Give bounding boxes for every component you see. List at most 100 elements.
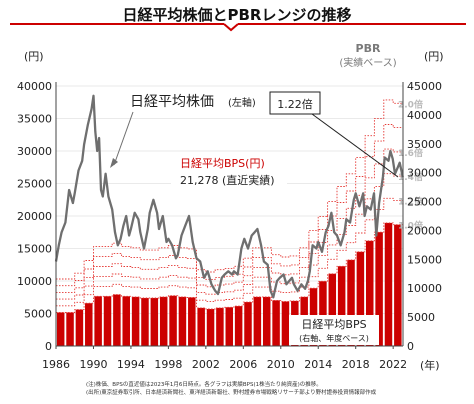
bps-bar [216, 307, 224, 346]
bps-bar [169, 295, 177, 346]
bps-box-title: 日経平均BPS(円) [180, 157, 265, 170]
right-tick-label: 25000 [407, 196, 442, 209]
bps-bar [319, 281, 327, 346]
right-tick-label: 5000 [407, 311, 435, 324]
bps-bar [234, 306, 243, 346]
price-label-pointer [113, 111, 134, 166]
left-tick-label: 25000 [17, 178, 52, 191]
footnote-1: (注)株価、BPSの直近値は2023年1月6日時点。各グラフは実績BPS(1株当… [86, 382, 322, 388]
callout-pointer [311, 113, 399, 178]
price-label-arrowhead [110, 158, 118, 168]
pbr-line-label: 1.0倍 [398, 220, 423, 232]
bps-bar [197, 307, 205, 346]
x-tick-label: 1990 [79, 358, 107, 371]
bps-bar [328, 273, 337, 346]
bps-bar [394, 224, 402, 346]
pbr-line [56, 99, 403, 280]
bps-series-label: 日経平均BPS (右軸、年度ベース) [289, 315, 379, 345]
bps-info-box: 日経平均BPS(円) 21,278 (直近実績) [171, 155, 287, 189]
pbr-callout: 1.22倍 [269, 91, 399, 178]
bps-bar [272, 300, 280, 346]
x-tick-label: 2022 [379, 358, 407, 371]
left-tick-label: 0 [45, 340, 52, 353]
x-tick-label: 2002 [192, 358, 220, 371]
pbr-line-label: 2.0倍 [398, 98, 423, 110]
pbr-title: PBR [356, 42, 381, 55]
bps-box-note: (直近実績) [222, 173, 275, 187]
callout-box [269, 91, 321, 115]
pbr-line [56, 197, 403, 307]
left-tick-label: 40000 [17, 80, 52, 93]
footnote-2: (出所)東京証券取引所、日本経済新聞社、東洋経済新報社、野村證券市場戦略リサーチ… [86, 390, 377, 396]
left-axis-unit: (円) [24, 50, 44, 63]
footnotes: (注)株価、BPSの直近値は2023年1月6日時点。各グラフは実績BPS(1株当… [86, 381, 466, 397]
chart-area: 2.0倍 1.6倍 1.4倍 1.2倍 1.0倍 0 5000 10000 15000 2000… [17, 42, 444, 372]
x-tick-label: 1986 [42, 358, 70, 371]
bps-bar [188, 297, 196, 346]
right-tick-label: 30000 [407, 167, 442, 180]
bps-bar [225, 307, 234, 346]
left-tick-label: 15000 [17, 243, 52, 256]
x-tick-label: 1994 [117, 358, 145, 371]
bps-bar [178, 296, 187, 346]
right-tick-label: 10000 [407, 282, 442, 295]
bps-bar [56, 312, 65, 346]
bps-bar [150, 298, 159, 346]
pbr-legend-title: PBR (実績ベース) [339, 42, 396, 69]
bps-bar [75, 309, 84, 346]
left-tick-label: 30000 [17, 145, 52, 158]
right-tick-label: 45000 [407, 80, 442, 93]
bps-bar [281, 301, 290, 346]
x-tick-label: 2006 [229, 358, 257, 371]
pbr-line [56, 222, 403, 313]
left-tick-label: 10000 [17, 275, 52, 288]
right-tick-label: 35000 [407, 138, 442, 151]
pbr-line [56, 148, 403, 293]
callout-text: 1.22倍 [277, 97, 313, 111]
pbr-line-label: 1.4倍 [398, 171, 423, 183]
bps-bar [366, 240, 374, 346]
left-tick-label: 20000 [17, 210, 52, 223]
bps-bar [94, 296, 102, 346]
right-tick-label: 20000 [407, 224, 442, 237]
left-tick-label: 35000 [17, 113, 52, 126]
price-axis-note: (左軸) [228, 96, 256, 109]
pbr-line-label: 1.2倍 [398, 195, 423, 207]
price-line [54, 94, 404, 299]
bps-bar [113, 294, 121, 346]
bps-bar [131, 296, 140, 346]
bps-bar [122, 296, 130, 346]
bps-bar [253, 296, 262, 346]
bps-series-name: 日経平均BPS [301, 318, 366, 331]
pbr-line-label: 1.6倍 [398, 147, 423, 159]
bps-bar [85, 303, 93, 346]
right-axis-unit: (円) [424, 50, 444, 63]
x-tick-label: 1998 [154, 358, 182, 371]
bps-bar [103, 296, 112, 346]
x-tick-label: 2010 [267, 358, 295, 371]
left-tick-label: 5000 [24, 308, 52, 321]
price-series-label: 日経平均株価 (左軸) [110, 94, 256, 168]
bps-bar [337, 266, 346, 346]
x-tick-label: 2014 [304, 358, 332, 371]
right-tick-label: 15000 [407, 253, 442, 266]
bps-bar [375, 232, 383, 346]
pbr-line [56, 124, 403, 287]
x-axis-unit: (年) [420, 358, 440, 372]
price-series-name: 日経平均株価 [130, 94, 214, 110]
bps-bar [159, 296, 168, 346]
title-underline [10, 23, 466, 32]
bps-bar [384, 222, 393, 346]
bps-bar [356, 251, 365, 346]
bps-bar [141, 298, 149, 346]
chart-title: 日経平均株価とPBRレンジの推移 [122, 6, 352, 24]
bps-bar [206, 309, 215, 346]
pbr-subtitle: (実績ベース) [339, 56, 396, 69]
right-tick-label: 40000 [407, 109, 442, 122]
bps-bar [262, 296, 271, 346]
x-tick-label: 2018 [342, 358, 370, 371]
title-bar: 日経平均株価とPBRレンジの推移 [0, 0, 474, 32]
right-tick-label: 0 [407, 340, 414, 353]
bps-series-note: (右軸、年度ベース) [299, 333, 369, 343]
bps-bar [66, 312, 74, 346]
